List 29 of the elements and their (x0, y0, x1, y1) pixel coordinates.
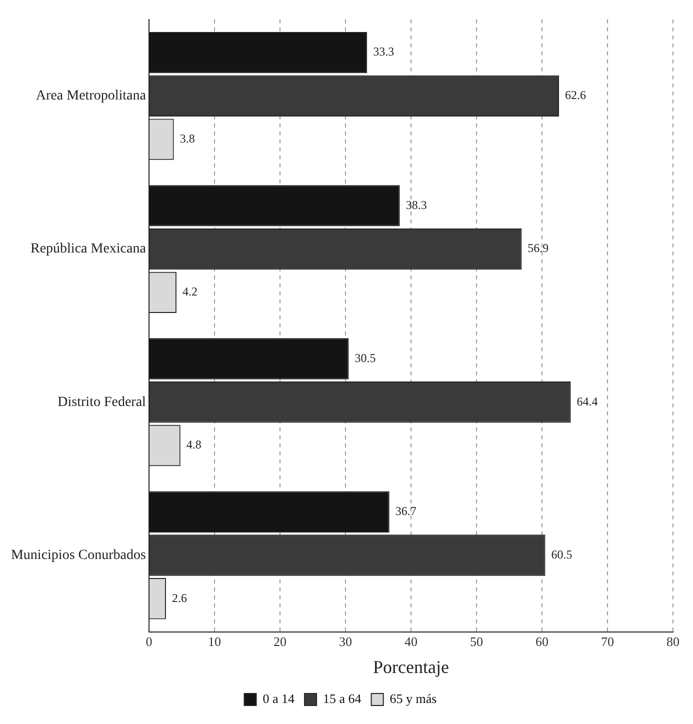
data-label: 36.7 (395, 504, 416, 518)
x-axis-title: Porcentaje (372, 656, 449, 677)
y-tick-label: Distrito Federal (58, 394, 146, 410)
data-label: 56.9 (528, 241, 549, 256)
legend-label: 65 y más (390, 690, 437, 706)
y-tick-label: Area Metropolitana (36, 88, 147, 104)
x-tick-label: 50 (470, 634, 483, 650)
data-label: 3.8 (180, 131, 195, 146)
data-label: 60.5 (551, 547, 572, 562)
x-tick-label: 80 (666, 634, 680, 650)
data-label: 30.5 (354, 350, 376, 365)
data-label: 38.3 (406, 198, 427, 212)
x-tick-label: 70 (600, 634, 614, 650)
data-label: 4.8 (186, 438, 202, 452)
legend-label: 0 a 14 (262, 690, 296, 706)
x-tick-label: 40 (404, 634, 418, 650)
x-tick-label: 10 (208, 634, 221, 650)
y-tick-label: Municipios Conurbados (10, 548, 146, 563)
x-tick-label: 0 (146, 634, 152, 650)
x-tick-label: 30 (338, 634, 352, 650)
data-label: 2.6 (172, 590, 187, 605)
data-label: 64.4 (576, 394, 598, 408)
legend-label: 15 a 64 (323, 690, 362, 706)
data-label: 4.2 (182, 284, 198, 299)
y-tick-label: República Mexicana (30, 242, 147, 257)
data-label: 33.3 (373, 44, 394, 59)
data-label: 62.6 (565, 88, 586, 102)
x-tick-label: 20 (273, 634, 286, 650)
x-tick-label: 60 (535, 634, 548, 650)
